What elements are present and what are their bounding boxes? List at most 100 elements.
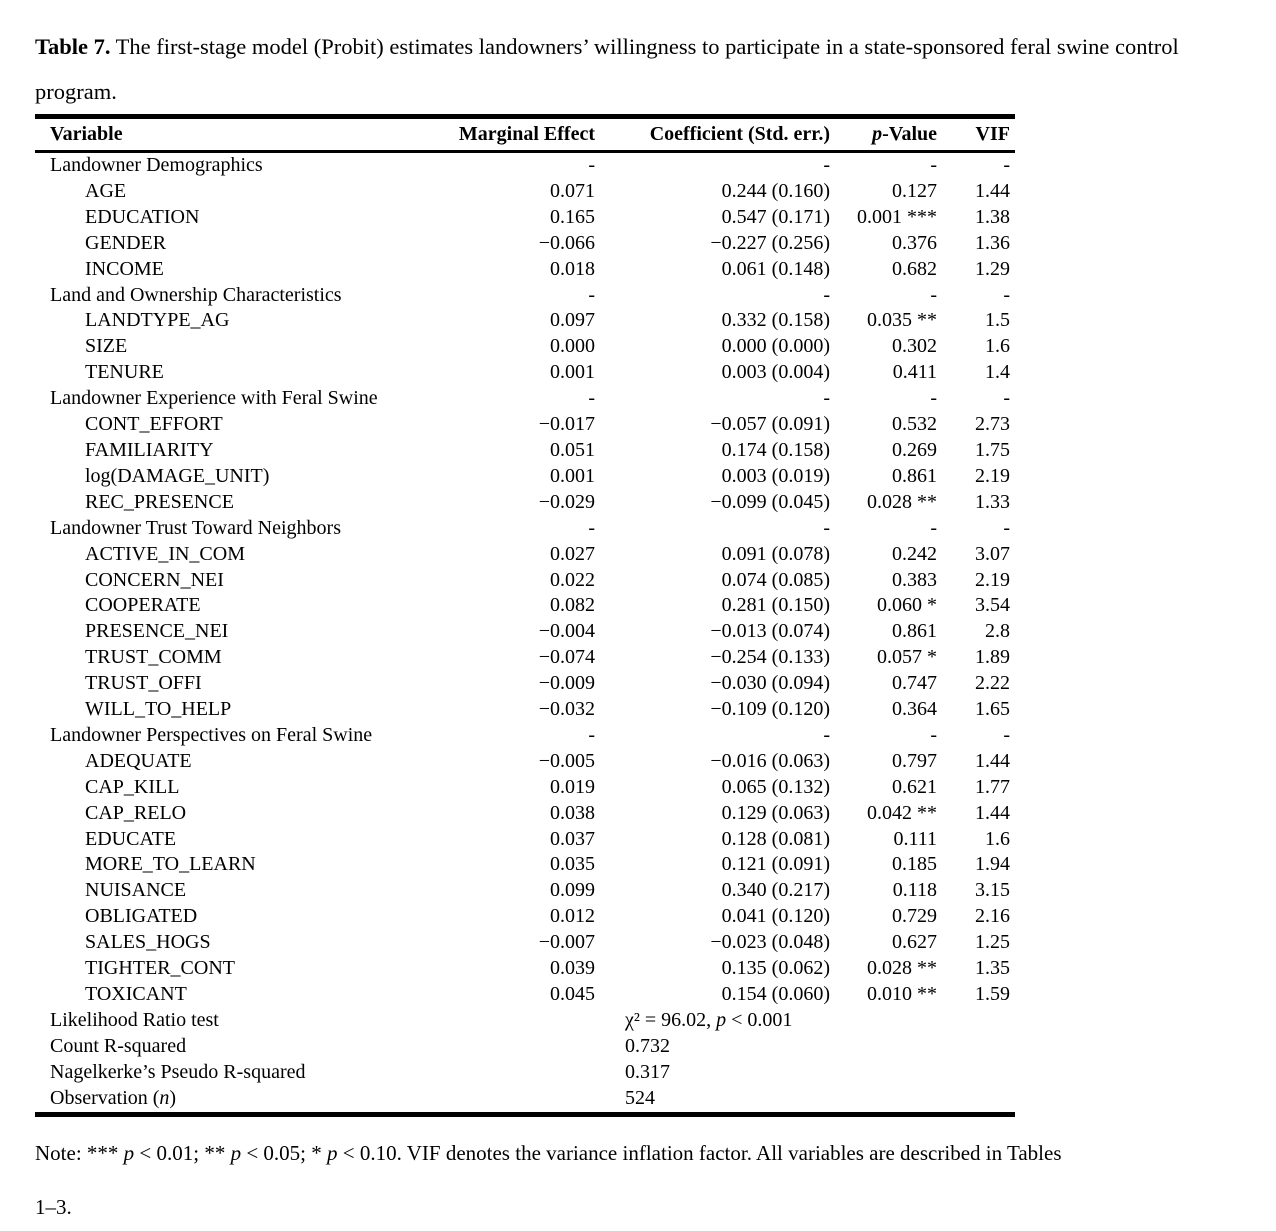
marginal-effect-value: 0.001 <box>550 361 595 384</box>
table-row: Landowner Demographics - - - - <box>35 152 1015 179</box>
variable-label: INCOME <box>85 257 164 280</box>
vif-value: 2.16 <box>975 905 1010 928</box>
coefficient-value: 0.091 (0.078) <box>721 542 830 565</box>
p-value: 0.383 <box>892 568 937 591</box>
marginal-effect-value: 0.071 <box>550 179 595 202</box>
table-row: TRUST_COMM −0.074 −0.254 (0.133) 0.057 *… <box>35 645 1015 671</box>
vif-value: 1.5 <box>985 309 1010 332</box>
p-value: - <box>930 283 937 306</box>
table-note: Note: *** p < 0.01; ** p < 0.05; * p < 0… <box>35 1126 1241 1231</box>
p-value: 0.118 <box>892 879 937 902</box>
vif-value: 1.36 <box>975 231 1010 254</box>
p-value: 0.532 <box>892 413 937 436</box>
table-row: CAP_RELO 0.038 0.129 (0.063) 0.042 ** 1.… <box>35 801 1015 827</box>
marginal-effect-value: −0.009 <box>538 672 595 695</box>
table-row: TIGHTER_CONT 0.039 0.135 (0.062) 0.028 *… <box>35 956 1015 982</box>
p-value: 0.028 ** <box>867 957 937 980</box>
vif-value: 3.15 <box>975 879 1010 902</box>
variable-label: AGE <box>85 179 127 202</box>
table-row: CAP_KILL 0.019 0.065 (0.132) 0.621 1.77 <box>35 775 1015 801</box>
marginal-effect-value: −0.032 <box>538 698 595 721</box>
variable-label: TENURE <box>85 361 164 384</box>
table-row: EDUCATION 0.165 0.547 (0.171) 0.001 *** … <box>35 205 1015 231</box>
p-value: 0.042 ** <box>867 801 937 824</box>
variable-label: Landowner Trust Toward Neighbors <box>50 516 341 539</box>
stat-row: Nagelkerke’s Pseudo R-squared 0.317 <box>35 1060 1015 1086</box>
vif-value: - <box>1003 723 1010 746</box>
variable-label: TIGHTER_CONT <box>85 957 235 980</box>
table-body: Landowner Demographics - - - - AGE 0.071… <box>35 152 1015 1115</box>
note-line-1: Note: *** p < 0.01; ** p < 0.05; * p < 0… <box>35 1140 1062 1165</box>
marginal-effect-value: 0.022 <box>550 568 595 591</box>
coefficient-value: 0.129 (0.063) <box>721 801 830 824</box>
marginal-effect-value: 0.045 <box>550 983 595 1005</box>
coefficient-value: 0.000 (0.000) <box>721 335 830 358</box>
coefficient-value: 0.041 (0.120) <box>721 905 830 928</box>
stat-value: χ² = 96.02, p < 0.001 <box>625 1008 793 1031</box>
marginal-effect-value: 0.038 <box>550 801 595 824</box>
marginal-effect-value: 0.099 <box>550 879 595 902</box>
vif-value: 1.89 <box>975 646 1010 669</box>
variable-label: Landowner Experience with Feral Swine <box>50 387 378 410</box>
coefficient-value: - <box>823 723 830 746</box>
vif-value: - <box>1003 387 1010 410</box>
p-value: 0.861 <box>892 620 937 643</box>
vif-value: 1.6 <box>985 827 1010 850</box>
variable-label: PRESENCE_NEI <box>85 620 229 643</box>
p-value: - <box>930 516 937 539</box>
p-value: 0.627 <box>892 931 937 954</box>
coefficient-value: 0.074 (0.085) <box>721 568 830 591</box>
vif-value: - <box>1003 283 1010 306</box>
table-row: CONT_EFFORT −0.017 −0.057 (0.091) 0.532 … <box>35 412 1015 438</box>
coefficient-value: 0.003 (0.019) <box>721 464 830 487</box>
vif-value: 1.44 <box>975 179 1010 202</box>
table-row: EDUCATE 0.037 0.128 (0.081) 0.111 1.6 <box>35 827 1015 853</box>
variable-label: EDUCATION <box>85 205 200 228</box>
marginal-effect-value: - <box>588 283 595 306</box>
coefficient-value: −0.013 (0.074) <box>710 620 830 643</box>
marginal-effect-value: −0.005 <box>538 749 595 772</box>
coefficient-value: 0.244 (0.160) <box>721 179 830 202</box>
marginal-effect-value: −0.007 <box>538 931 595 954</box>
p-value: 0.242 <box>892 542 937 565</box>
stat-label: Nagelkerke’s Pseudo R-squared <box>50 1060 306 1083</box>
vif-value: 1.35 <box>975 957 1010 980</box>
table-row: COOPERATE 0.082 0.281 (0.150) 0.060 * 3.… <box>35 593 1015 619</box>
vif-value: 1.25 <box>975 931 1010 954</box>
coefficient-value: 0.061 (0.148) <box>721 257 830 280</box>
variable-label: CAP_RELO <box>85 801 187 824</box>
variable-label: CONCERN_NEI <box>85 568 224 591</box>
coefficient-value: - <box>823 154 830 176</box>
note-line-2: 1–3. <box>35 1194 72 1219</box>
marginal-effect-value: 0.000 <box>550 335 595 358</box>
vif-value: 3.07 <box>975 542 1010 565</box>
col-header-coefficient: Coefficient (Std. err.) <box>649 123 830 145</box>
p-value: 0.747 <box>892 672 937 695</box>
variable-label: REC_PRESENCE <box>85 490 234 513</box>
coefficient-value: 0.121 (0.091) <box>721 853 830 876</box>
vif-value: 1.75 <box>975 438 1010 461</box>
marginal-effect-value: 0.001 <box>550 464 595 487</box>
vif-value: 2.19 <box>975 464 1010 487</box>
coefficient-value: −0.016 (0.063) <box>710 749 830 772</box>
marginal-effect-value: −0.066 <box>538 231 595 254</box>
variable-label: TRUST_COMM <box>85 646 222 669</box>
coefficient-value: 0.174 (0.158) <box>721 438 830 461</box>
coefficient-value: 0.281 (0.150) <box>721 594 830 617</box>
marginal-effect-value: 0.037 <box>550 827 595 850</box>
table-row: MORE_TO_LEARN 0.035 0.121 (0.091) 0.185 … <box>35 852 1015 878</box>
coefficient-value: 0.340 (0.217) <box>721 879 830 902</box>
variable-label: CAP_KILL <box>85 775 180 798</box>
table-row: OBLIGATED 0.012 0.041 (0.120) 0.729 2.16 <box>35 904 1015 930</box>
p-value: - <box>930 723 937 746</box>
marginal-effect-value: 0.051 <box>550 438 595 461</box>
vif-value: 1.38 <box>975 205 1010 228</box>
p-value: 0.364 <box>892 698 937 721</box>
marginal-effect-value: −0.017 <box>538 413 595 436</box>
variable-label: log(DAMAGE_UNIT) <box>85 464 270 487</box>
coefficient-value: −0.227 (0.256) <box>710 231 830 254</box>
table-row: LANDTYPE_AG 0.097 0.332 (0.158) 0.035 **… <box>35 308 1015 334</box>
marginal-effect-value: 0.019 <box>550 775 595 798</box>
table-caption-text: The first-stage model (Probit) estimates… <box>35 34 1179 104</box>
marginal-effect-value: 0.097 <box>550 309 595 332</box>
